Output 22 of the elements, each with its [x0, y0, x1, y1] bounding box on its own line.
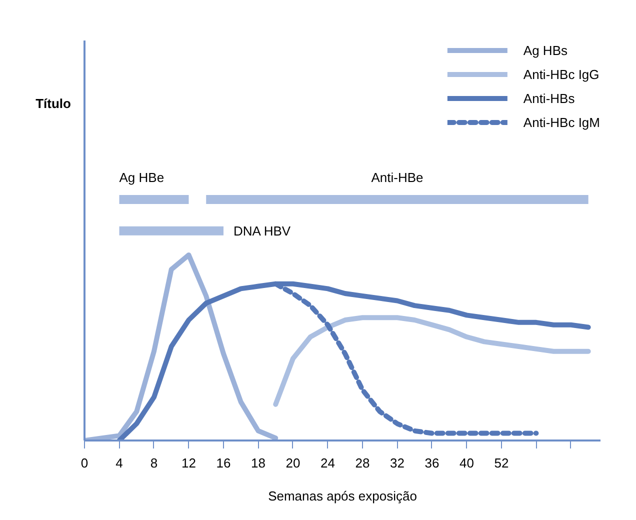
legend-label: Anti-HBc IgG	[523, 66, 600, 82]
x-tick-label: 40	[459, 456, 474, 470]
x-tick-label: 0	[80, 456, 88, 470]
x-axis-title: Semanas após exposição	[268, 488, 417, 504]
legend-label: Anti-HBc IgM	[523, 114, 600, 130]
x-tick-label: 20	[286, 456, 300, 470]
text: Título	[36, 95, 71, 113]
x-tick-label: 36	[424, 456, 440, 470]
x-tick-label: 8	[150, 456, 158, 470]
annotation: DNA HBV	[233, 223, 291, 238]
x-tick-label: 52	[494, 456, 509, 470]
text: Ag HBe	[119, 170, 164, 186]
x-tick-label: 24	[320, 456, 335, 470]
legend-label: Ag HBs	[523, 42, 568, 58]
x-tick-label: 32	[390, 456, 404, 470]
x-tick-label: 12	[182, 456, 196, 470]
x-tick-label: 4	[116, 456, 123, 470]
text: Anti-HBe	[371, 170, 424, 186]
legend-label: Anti-HBs	[523, 90, 575, 106]
x-tick-label: 28	[355, 456, 370, 470]
x-tick-label: 18	[251, 456, 266, 470]
x-tick-label: 16	[216, 456, 231, 470]
